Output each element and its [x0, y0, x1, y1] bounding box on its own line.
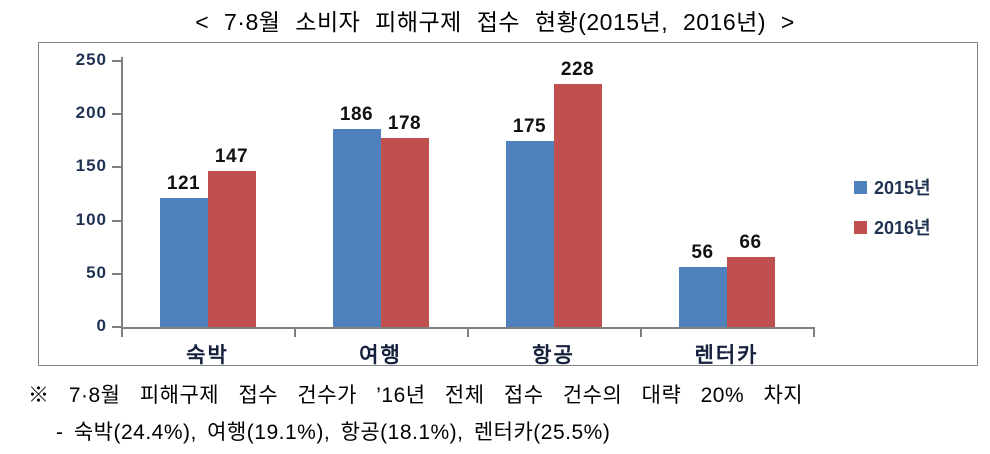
legend-label-1: 2016년	[874, 218, 931, 238]
y-axis-tick-label: 0	[96, 316, 107, 335]
x-axis-tick	[467, 329, 469, 337]
legend-label-0: 2015년	[874, 178, 931, 198]
bar-series1-cat3	[726, 257, 775, 327]
bar-series1-cat1	[380, 138, 429, 327]
y-axis-tick-label: 150	[75, 156, 107, 175]
bar-series0-cat1	[332, 129, 381, 327]
data-label-series1-cat0: 147	[214, 146, 249, 167]
footnote-line1: ※ 7·8월 피해구제 접수 건수가 ’16년 전체 접수 건수의 대략 20%…	[28, 384, 804, 407]
y-axis-tick	[112, 113, 121, 115]
y-axis-tick-label: 200	[75, 103, 107, 122]
bar-series1-cat0	[207, 171, 256, 327]
x-axis-tick	[294, 329, 296, 337]
category-label-2: 항공	[532, 344, 575, 367]
y-axis-tick	[112, 220, 121, 222]
chart-frame: 0 50 100 150 200 250 121 147 숙박 186 178 여행 175 228 항공 5…	[38, 42, 978, 367]
data-label-series0-cat1: 186	[339, 104, 374, 125]
x-axis-line	[121, 327, 815, 329]
category-label-3: 렌터카	[694, 344, 759, 367]
legend-item-0: 2015년	[854, 174, 931, 200]
x-axis-tick	[813, 329, 815, 337]
y-axis-tick-label: 100	[75, 210, 107, 229]
y-axis-tick	[112, 326, 121, 328]
bar-series0-cat0	[159, 198, 208, 327]
y-axis-tick	[112, 60, 121, 62]
data-label-series0-cat2: 175	[512, 116, 547, 137]
bar-series1-cat2	[553, 84, 602, 327]
legend-swatch-icon	[854, 180, 867, 194]
footnote: ※ 7·8월 피해구제 접수 건수가 ’16년 전체 접수 건수의 대략 20%…	[28, 379, 978, 446]
y-axis-tick-label: 50	[86, 263, 107, 282]
category-label-1: 여행	[359, 344, 402, 367]
chart-title: < 7·8월 소비자 피해구제 접수 현황(2015년, 2016년) >	[195, 9, 795, 35]
legend: 2015년 2016년	[854, 174, 931, 254]
y-axis-tick	[112, 273, 121, 275]
data-label-series1-cat1: 178	[387, 113, 422, 134]
y-axis-line	[121, 57, 123, 329]
data-label-series0-cat3: 56	[691, 242, 714, 263]
bar-series0-cat3	[678, 267, 727, 327]
data-label-series1-cat2: 228	[560, 59, 595, 80]
data-label-series0-cat0: 121	[166, 173, 201, 194]
y-axis-tick	[112, 166, 121, 168]
x-axis-tick	[121, 329, 123, 337]
legend-item-1: 2016년	[854, 214, 931, 240]
category-label-0: 숙박	[186, 344, 229, 367]
footnote-line2: - 숙박(24.4%), 여행(19.1%), 항공(18.1%), 렌터카(2…	[56, 421, 611, 444]
plot-area: 0 50 100 150 200 250 121 147 숙박 186 178 여행 175 228 항공 5…	[39, 43, 977, 367]
legend-swatch-icon	[854, 220, 867, 234]
x-axis-tick	[640, 329, 642, 337]
data-label-series1-cat3: 66	[739, 232, 762, 253]
y-axis-tick-label: 250	[75, 50, 107, 69]
bar-series0-cat2	[505, 141, 554, 327]
